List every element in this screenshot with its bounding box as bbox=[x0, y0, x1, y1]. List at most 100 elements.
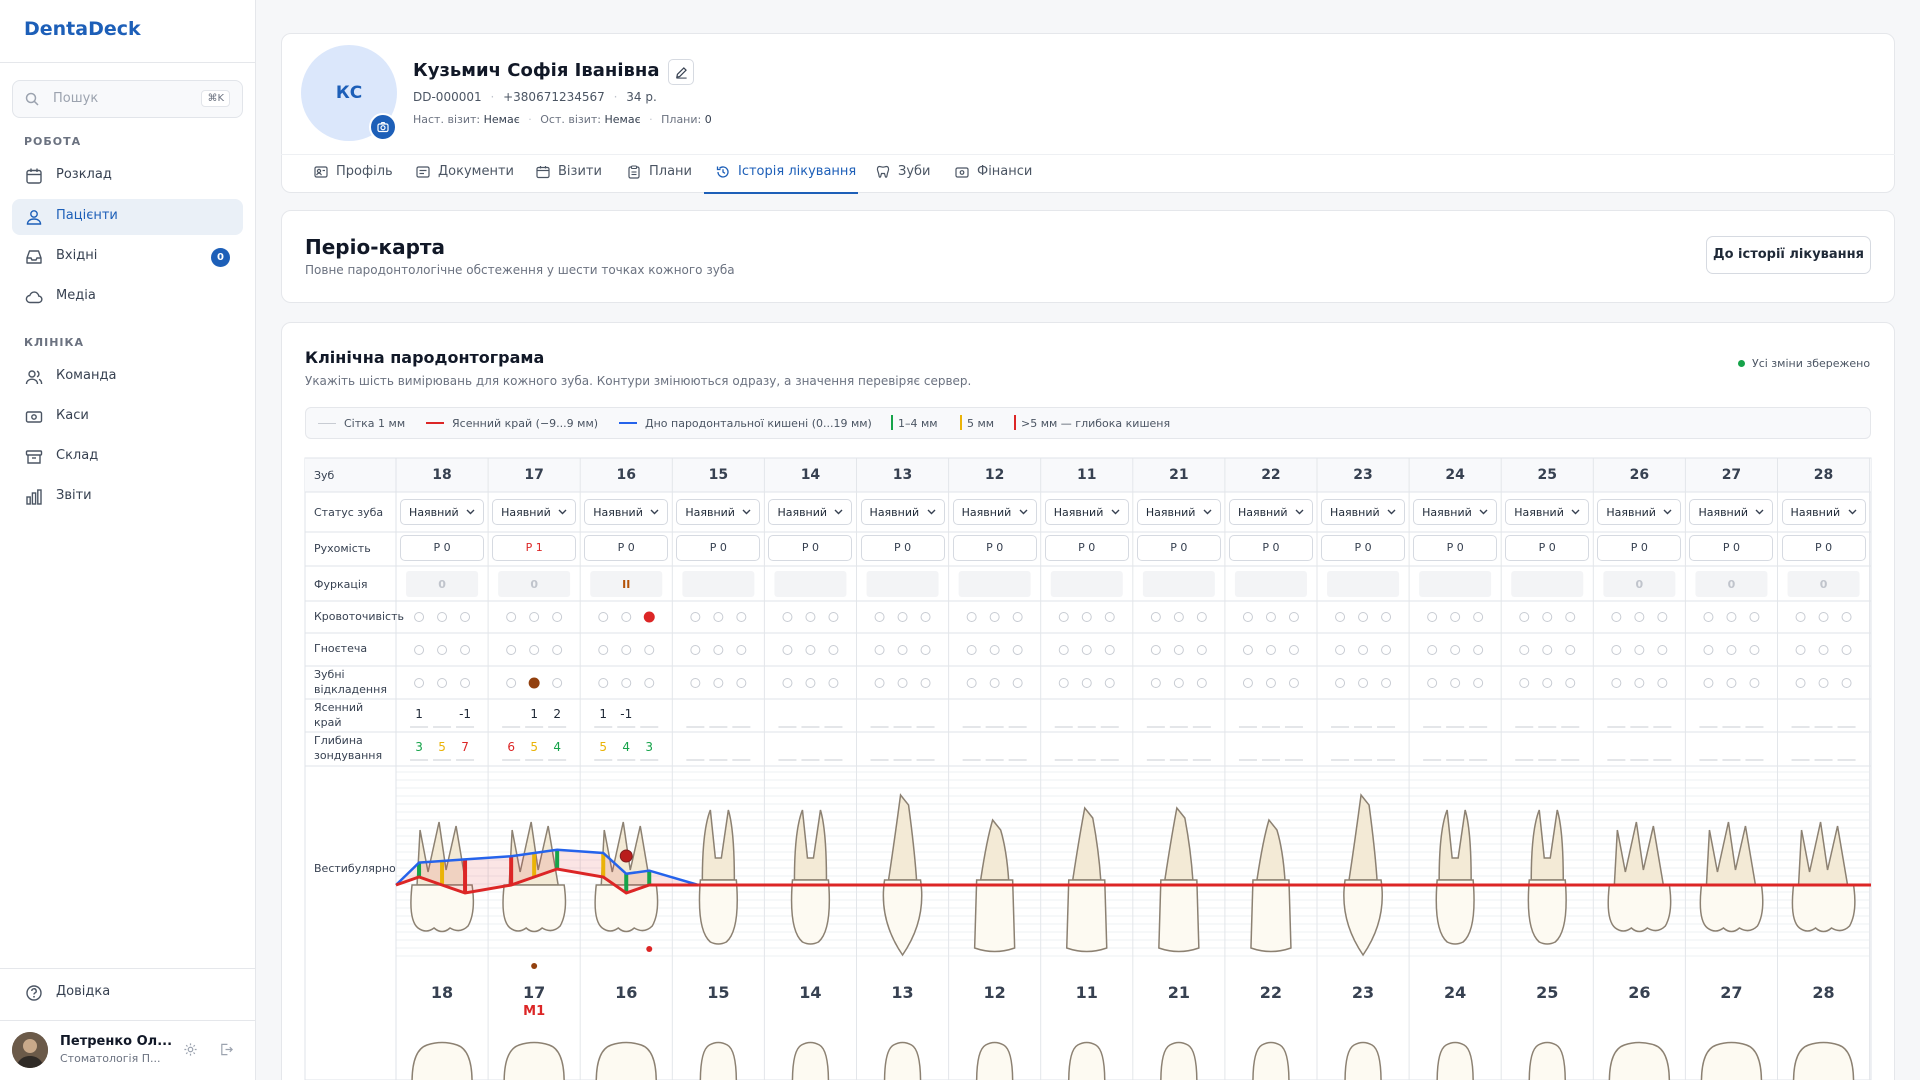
settings-icon[interactable] bbox=[183, 1042, 198, 1057]
sidebar-item-patients[interactable]: Пацієнти bbox=[12, 199, 243, 235]
divider bbox=[0, 62, 255, 63]
mobility-input[interactable]: Р 0 bbox=[1781, 535, 1866, 561]
mobility-input[interactable]: Р 0 bbox=[860, 535, 945, 561]
sidebar-item-media[interactable]: Медіа bbox=[12, 279, 243, 315]
tab-label: Профіль bbox=[336, 164, 393, 179]
tooth-status-select[interactable]: Наявний bbox=[1136, 499, 1221, 525]
tab-visits[interactable]: Візити bbox=[536, 164, 606, 193]
tab-teeth[interactable]: Зуби bbox=[876, 164, 936, 193]
tab-documents[interactable]: Документи bbox=[416, 164, 516, 193]
sidebar-item-help[interactable]: Довідка bbox=[12, 975, 243, 1011]
row-label-mobility: Рухомість bbox=[314, 542, 371, 555]
tab-plans[interactable]: Плани bbox=[627, 164, 697, 193]
row-label-plaque: Зубні відкладення bbox=[314, 668, 387, 696]
mobility-input[interactable]: Р 0 bbox=[952, 535, 1037, 561]
tooth-number-lower: 27 bbox=[1720, 983, 1743, 1002]
tab-finance[interactable]: Фінанси bbox=[955, 164, 1035, 193]
avatar[interactable] bbox=[12, 1032, 48, 1068]
patient-age: 34 р. bbox=[626, 90, 657, 104]
mobility-input[interactable]: Р 0 bbox=[1321, 535, 1406, 561]
tooth-status-select[interactable]: Наявний bbox=[1321, 499, 1406, 525]
tooth-status-select[interactable]: Наявний bbox=[400, 499, 485, 525]
divider bbox=[0, 968, 255, 969]
profile-icon bbox=[314, 166, 328, 178]
mobility-input[interactable]: Р 1 bbox=[492, 535, 577, 561]
mobility-input[interactable]: Р 0 bbox=[400, 535, 485, 561]
tooth-status-select[interactable]: Наявний bbox=[1413, 499, 1498, 525]
cash-icon bbox=[25, 411, 43, 423]
probing-depth-value: 7 bbox=[461, 740, 469, 754]
legend-label: >5 мм — глибока кишеня bbox=[1021, 417, 1171, 430]
tooth-status-select[interactable]: Наявний bbox=[1505, 499, 1590, 525]
sidebar-item-warehouse[interactable]: Склад bbox=[12, 439, 243, 475]
chevron-down-icon bbox=[466, 509, 475, 515]
change-photo-button[interactable] bbox=[369, 113, 397, 141]
app-logo[interactable]: DentaDeck bbox=[24, 18, 141, 40]
logout-icon[interactable] bbox=[219, 1042, 234, 1057]
tooth-number-lower: 28 bbox=[1812, 983, 1835, 1002]
patient-phone[interactable]: +380671234567 bbox=[503, 90, 605, 104]
mobility-input[interactable]: Р 0 bbox=[768, 535, 853, 561]
probing-depth-value: 5 bbox=[438, 740, 446, 754]
row-label-furcation: Фуркація bbox=[314, 578, 368, 591]
row-label-status: Статус зуба bbox=[314, 506, 384, 519]
tooth-status-select[interactable]: Наявний bbox=[1597, 499, 1682, 525]
tooth-status-select[interactable]: Наявний bbox=[1044, 499, 1129, 525]
sidebar-item-label: Довідка bbox=[56, 984, 111, 999]
tooth-status-select[interactable]: Наявний bbox=[1689, 499, 1774, 525]
sidebar: DentaDeck Пошук ⌘K РОБОТА Розклад Пацієн… bbox=[0, 0, 256, 1080]
tooth-number: 27 bbox=[1721, 467, 1742, 483]
patient-name: Кузьмич Софія Іванівна bbox=[413, 60, 660, 81]
tab-label: Зуби bbox=[898, 164, 931, 179]
mobility-input[interactable]: Р 0 bbox=[676, 535, 761, 561]
tooth-status-select[interactable]: Наявний bbox=[1781, 499, 1866, 525]
tooth-status-select[interactable]: Наявний bbox=[492, 499, 577, 525]
tab-treatment-history[interactable]: Історія лікування bbox=[716, 164, 856, 193]
mobility-input[interactable]: Р 0 bbox=[1505, 535, 1590, 561]
tooth-number: 14 bbox=[800, 467, 821, 483]
sidebar-item-reports[interactable]: Звіти bbox=[12, 479, 243, 515]
sidebar-item-label: Вхідні bbox=[56, 248, 98, 263]
help-icon bbox=[26, 985, 42, 1001]
chevron-down-icon bbox=[1019, 509, 1028, 515]
camera-icon bbox=[377, 122, 389, 133]
mobility-input[interactable]: Р 0 bbox=[1689, 535, 1774, 561]
tooth-status-select[interactable]: Наявний bbox=[1228, 499, 1313, 525]
edit-patient-button[interactable] bbox=[668, 59, 694, 85]
tooth-status-select[interactable]: Наявний bbox=[952, 499, 1037, 525]
mobility-input[interactable]: Р 0 bbox=[1044, 535, 1129, 561]
tab-profile[interactable]: Профіль bbox=[314, 164, 394, 193]
tooth-status-select[interactable]: Наявний bbox=[676, 499, 761, 525]
back-to-history-button[interactable]: До історії лікування bbox=[1706, 236, 1871, 274]
patient-visits-meta: Наст. візит: Немає · Ост. візит: Немає ·… bbox=[413, 113, 712, 126]
chart-legend: Сітка 1 мм Ясенний край (−9...9 мм) Дно … bbox=[305, 407, 1871, 439]
tooth-status-select[interactable]: Наявний bbox=[860, 499, 945, 525]
mobility-input[interactable]: Р 0 bbox=[584, 535, 669, 561]
mobility-input[interactable]: Р 0 bbox=[1413, 535, 1498, 561]
tooth-number-lower: 11 bbox=[1075, 983, 1098, 1002]
chevron-down-icon bbox=[1479, 509, 1488, 515]
select-value: Наявний bbox=[1606, 506, 1656, 519]
tooth-number: 17 bbox=[524, 467, 544, 483]
sidebar-item-cash[interactable]: Каси bbox=[12, 399, 243, 435]
chevron-down-icon bbox=[927, 509, 936, 515]
chevron-down-icon bbox=[1295, 509, 1304, 515]
sidebar-item-inbox[interactable]: Вхідні 0 bbox=[12, 239, 243, 275]
tooth-note: M1 bbox=[523, 1004, 546, 1019]
chevron-down-icon bbox=[834, 509, 843, 515]
mobility-input[interactable]: Р 0 bbox=[1597, 535, 1682, 561]
tooth-status-select[interactable]: Наявний bbox=[584, 499, 669, 525]
user-role: Стоматологія П... bbox=[60, 1052, 161, 1065]
gum-margin-value: 1 bbox=[530, 707, 538, 721]
last-visit-label: Ост. візит: bbox=[540, 113, 602, 126]
search-input[interactable]: Пошук ⌘K bbox=[12, 80, 243, 118]
active-tab-indicator bbox=[704, 192, 858, 194]
wallet-icon bbox=[955, 167, 969, 178]
tooth-status-select[interactable]: Наявний bbox=[768, 499, 853, 525]
mobility-input[interactable]: Р 0 bbox=[1136, 535, 1221, 561]
tab-label: Плани bbox=[649, 164, 692, 179]
section-work: РОБОТА bbox=[24, 135, 82, 148]
mobility-input[interactable]: Р 0 bbox=[1228, 535, 1313, 561]
sidebar-item-schedule[interactable]: Розклад bbox=[12, 158, 243, 194]
sidebar-item-team[interactable]: Команда bbox=[12, 359, 243, 395]
